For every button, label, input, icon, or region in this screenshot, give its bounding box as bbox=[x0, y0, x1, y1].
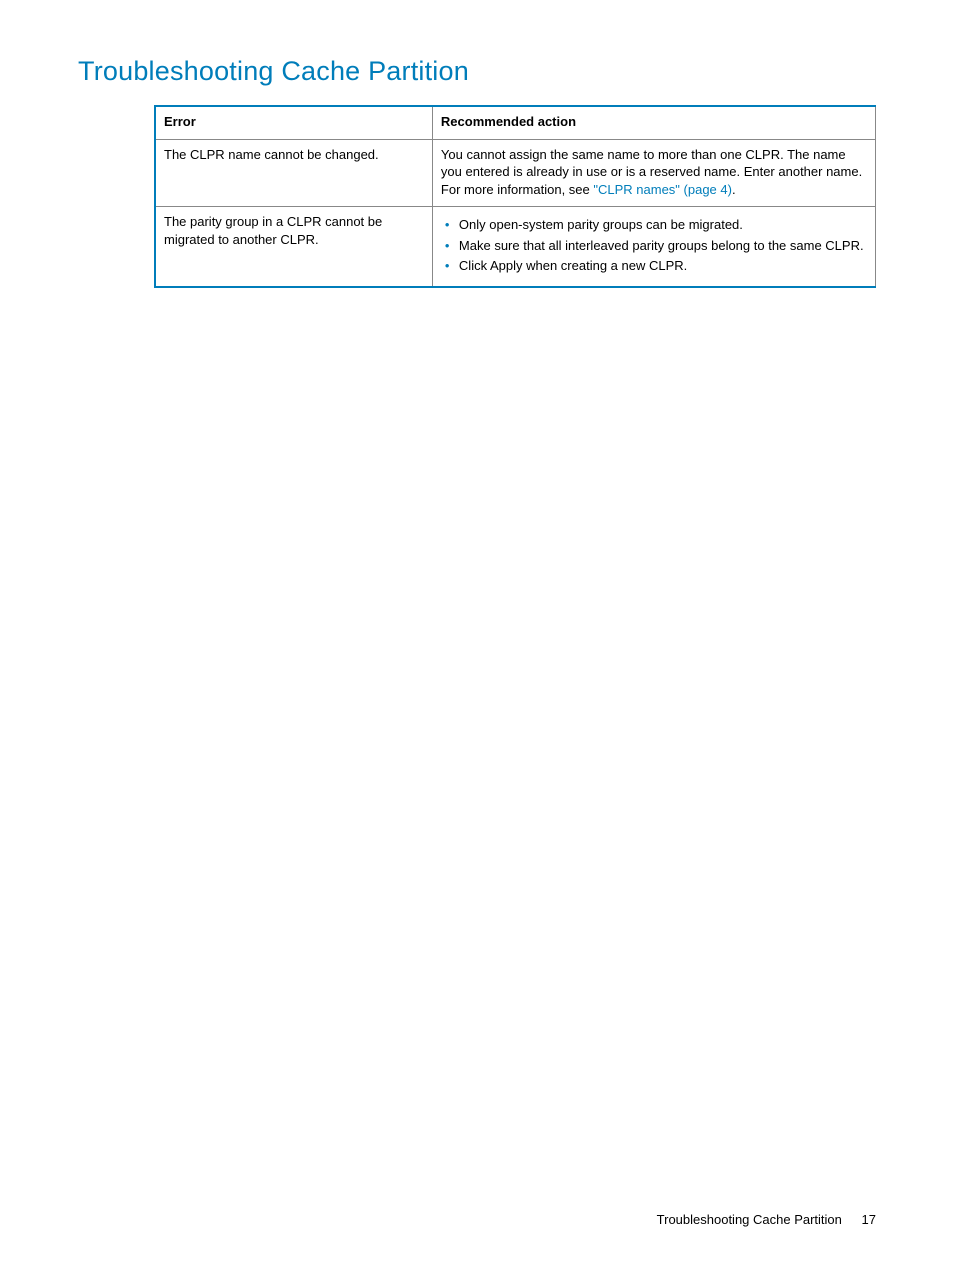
table-row: The parity group in a CLPR cannot be mig… bbox=[155, 207, 876, 287]
error-cell: The CLPR name cannot be changed. bbox=[155, 139, 432, 207]
table-row: The CLPR name cannot be changed. You can… bbox=[155, 139, 876, 207]
error-cell: The parity group in a CLPR cannot be mig… bbox=[155, 207, 432, 287]
page-footer: Troubleshooting Cache Partition 17 bbox=[657, 1212, 876, 1227]
action-bullet: Click Apply when creating a new CLPR. bbox=[445, 257, 867, 275]
page-body: Troubleshooting Cache Partition Error Re… bbox=[0, 0, 954, 288]
table-header-row: Error Recommended action bbox=[155, 106, 876, 139]
action-bullet: Only open-system parity groups can be mi… bbox=[445, 216, 867, 234]
action-text-suffix: . bbox=[732, 182, 736, 197]
troubleshooting-table-wrap: Error Recommended action The CLPR name c… bbox=[154, 105, 876, 288]
col-header-error: Error bbox=[155, 106, 432, 139]
action-cell: Only open-system parity groups can be mi… bbox=[432, 207, 875, 287]
page-title: Troubleshooting Cache Partition bbox=[78, 56, 876, 87]
troubleshooting-table: Error Recommended action The CLPR name c… bbox=[154, 105, 876, 288]
col-header-action: Recommended action bbox=[432, 106, 875, 139]
clpr-names-link[interactable]: "CLPR names" (page 4) bbox=[593, 182, 732, 197]
action-bullet-list: Only open-system parity groups can be mi… bbox=[441, 216, 867, 275]
footer-page-number: 17 bbox=[862, 1212, 876, 1227]
action-cell: You cannot assign the same name to more … bbox=[432, 139, 875, 207]
action-bullet: Make sure that all interleaved parity gr… bbox=[445, 237, 867, 255]
footer-label: Troubleshooting Cache Partition bbox=[657, 1212, 842, 1227]
